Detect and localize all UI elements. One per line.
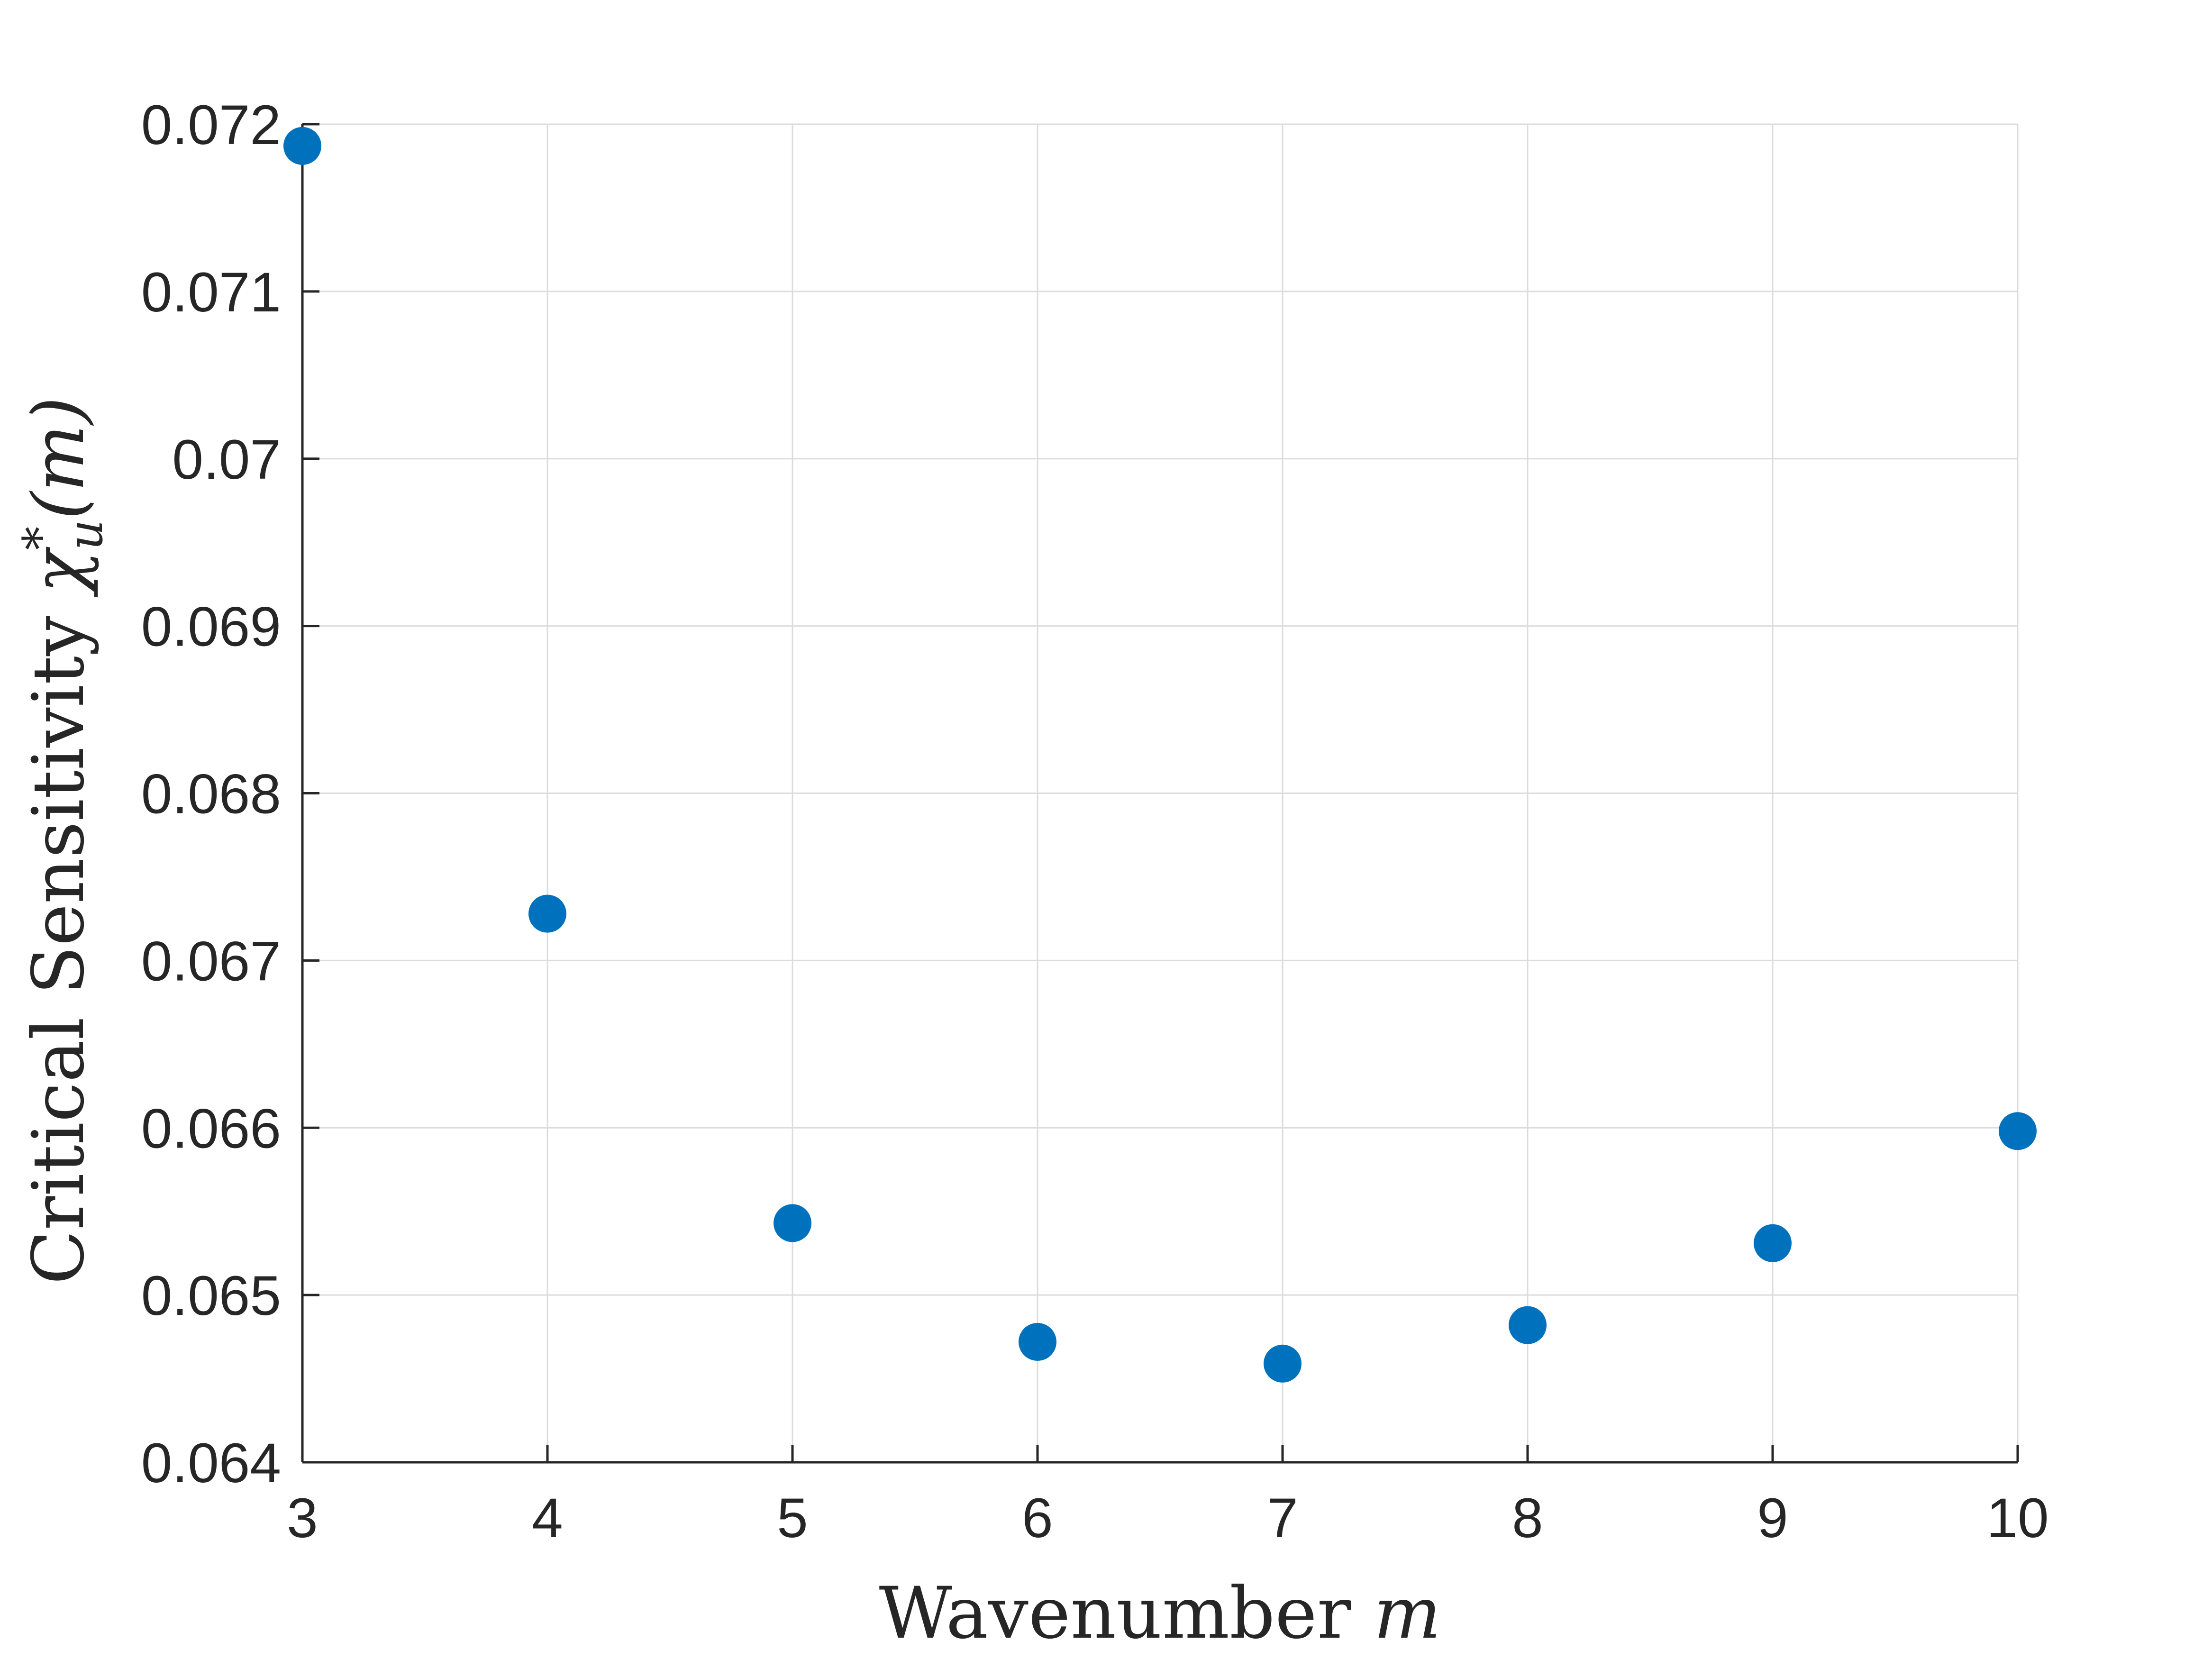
- x-axis-title-math: m: [1374, 1572, 1441, 1655]
- y-axis-title-text: Critical Sensitivity: [18, 593, 100, 1285]
- y-tick-label: 0.071: [141, 261, 281, 324]
- x-tick-label: 9: [1757, 1487, 1788, 1550]
- data-point: [283, 127, 321, 165]
- y-tick-label: 0.065: [141, 1265, 281, 1327]
- y-axis-title-math-sup: *: [13, 527, 68, 550]
- y-tick-label: 0.072: [141, 94, 281, 156]
- x-tick-label: 4: [532, 1487, 563, 1550]
- data-point: [1509, 1306, 1547, 1344]
- x-tick-label: 8: [1512, 1487, 1543, 1550]
- grid-lines: [301, 123, 2019, 1463]
- x-tick-label: 10: [1986, 1487, 2048, 1550]
- data-point: [1264, 1344, 1302, 1383]
- y-tick-label: 0.069: [141, 596, 281, 658]
- y-axis-title-math-tail: (m): [18, 397, 100, 520]
- data-point: [1019, 1322, 1056, 1361]
- y-axis-title-math-sub: u: [58, 520, 113, 550]
- y-tick-label: 0.067: [141, 930, 281, 993]
- data-point: [774, 1204, 811, 1242]
- data-point: [1754, 1224, 1792, 1262]
- x-tick-label: 6: [1022, 1487, 1053, 1550]
- data-point: [528, 894, 566, 933]
- x-axis-title: Wavenumber m: [879, 1572, 1441, 1655]
- x-ticks: 3 4 5 6 7 8 9 10: [287, 1445, 2049, 1550]
- y-axis-title-math-base: χ: [18, 547, 100, 598]
- x-axis-title-text: Wavenumber: [879, 1572, 1374, 1655]
- y-tick-label: 0.064: [141, 1432, 281, 1495]
- x-tick-label: 5: [777, 1487, 808, 1550]
- y-axis-title: Critical Sensitivity χ*u(m): [13, 397, 113, 1285]
- x-tick-label: 3: [287, 1487, 318, 1550]
- x-tick-label: 7: [1267, 1487, 1298, 1550]
- y-tick-label: 0.066: [141, 1097, 281, 1160]
- data-points: [283, 127, 2037, 1383]
- data-point: [1999, 1112, 2037, 1150]
- y-tick-label: 0.07: [172, 428, 281, 491]
- y-tick-label: 0.068: [141, 763, 281, 826]
- y-ticks: 0.064 0.065 0.066 0.067 0.068 0.069 0.07 0.071 0…: [141, 94, 319, 1495]
